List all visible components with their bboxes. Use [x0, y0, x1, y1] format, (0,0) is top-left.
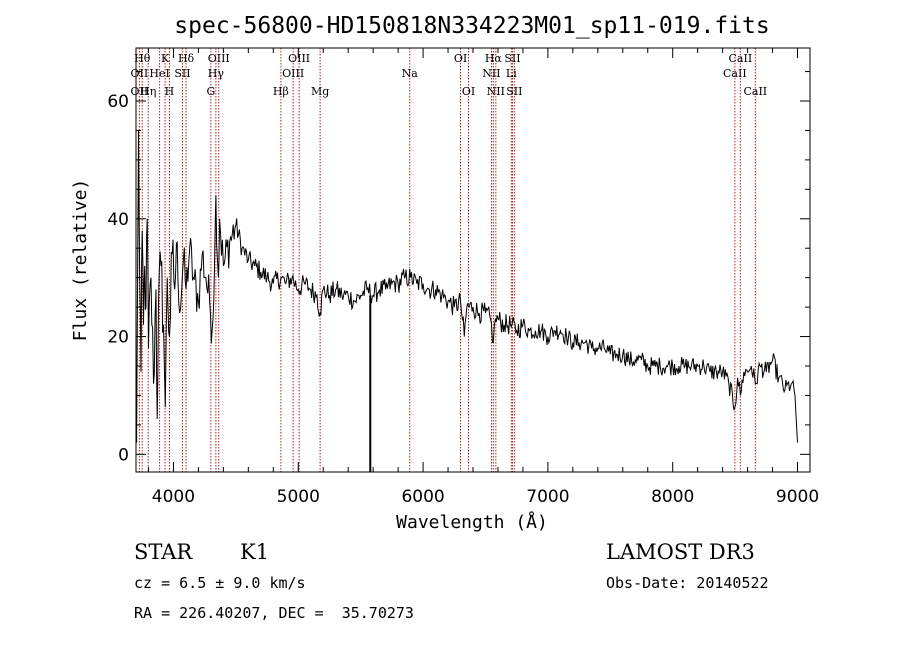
y-tick-label: 40 — [107, 210, 129, 230]
x-tick-label: 6000 — [401, 487, 444, 507]
line-label-17-0: OI — [462, 85, 475, 98]
line-label-9-0: Hγ — [208, 67, 225, 80]
line-label-23-0: SII — [506, 85, 522, 98]
line-label-0-1: OII — [131, 85, 149, 98]
y-tick-label: 20 — [107, 328, 129, 348]
line-label-2-0: Hη — [140, 85, 156, 98]
line-label-18-0: NII — [482, 67, 500, 80]
y-tick-label: 60 — [107, 92, 129, 112]
line-label-26-0: CaII — [743, 85, 767, 98]
y-tick-label: 0 — [118, 445, 129, 465]
y-axis-ticks: 0 20 40 60 — [107, 71, 810, 465]
line-label-16-0: OI — [454, 52, 467, 65]
x-tick-label: 8000 — [651, 487, 694, 507]
line-label-12-0: OIII — [282, 67, 304, 80]
object-class: STAR — [134, 540, 193, 564]
line-label-14-0: Mg — [311, 85, 329, 98]
chart-title: spec-56800-HD150818N334223M01_sp11-019.f… — [174, 13, 769, 39]
line-label-1-0: Hθ — [134, 52, 151, 65]
survey-name: LAMOST DR3 — [606, 540, 755, 564]
spectrum-line — [136, 130, 798, 443]
line-label-4-0: K — [161, 52, 170, 65]
line-label-3-0: HeI — [149, 67, 169, 80]
line-label-8-0: G — [206, 85, 215, 98]
axes-frame — [135, 47, 811, 473]
object-subclass: K1 — [240, 540, 270, 564]
observation-date: Obs-Date: 20140522 — [606, 574, 769, 592]
line-label-25-0: CaII — [729, 52, 753, 65]
y-axis-label: Flux (relative) — [70, 179, 91, 342]
line-label-19-0: Hα — [485, 52, 503, 65]
line-label-21-0: Li — [506, 67, 517, 80]
line-label-15-0: Na — [402, 67, 419, 80]
line-label-24-0: CaII — [723, 67, 747, 80]
line-label-5-0: H — [165, 85, 175, 98]
x-tick-label: 5000 — [277, 487, 320, 507]
line-label-20-0: NII — [487, 85, 505, 98]
line-label-13-0: OIII — [288, 52, 310, 65]
spectral-line-labels: OII OII Hθ Hη HeI K H SII Hδ G Hγ OIII Hβ OIII OIII Mg N… — [131, 52, 768, 98]
spectral-line-markers — [138, 48, 756, 472]
x-tick-label: 7000 — [526, 487, 569, 507]
line-label-0-0: OII — [131, 67, 149, 80]
x-tick-label: 9000 — [776, 487, 819, 507]
line-label-7-0: Hδ — [178, 52, 195, 65]
x-tick-label: 4000 — [152, 487, 195, 507]
redshift-cz: cz = 6.5 ± 9.0 km/s — [134, 574, 306, 592]
line-label-11-0: Hβ — [273, 85, 289, 98]
line-label-6-0: SII — [174, 67, 190, 80]
line-label-10-0: OIII — [208, 52, 230, 65]
sky-coordinates: RA = 226.40207, DEC = 35.70273 — [134, 604, 414, 622]
line-label-22-0: SII — [504, 52, 520, 65]
x-axis-label: Wavelength (Å) — [396, 511, 548, 533]
x-axis-ticks: 4000 5000 6000 7000 8000 9000 — [147, 48, 819, 507]
